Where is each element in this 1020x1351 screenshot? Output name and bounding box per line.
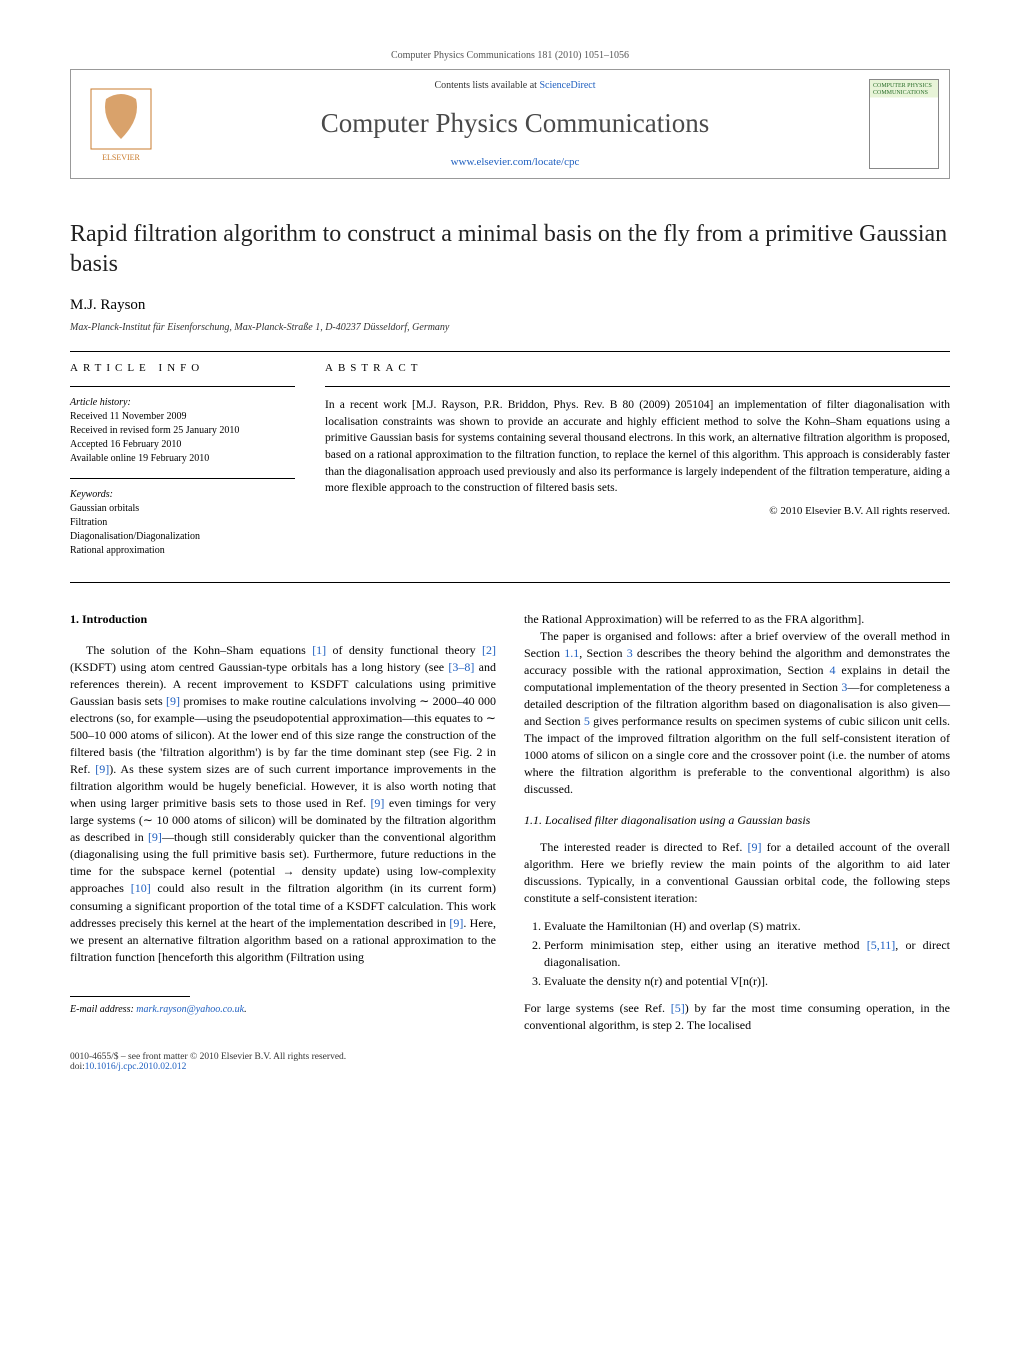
paragraph: The paper is organised and follows: afte… (524, 628, 950, 798)
svg-text:ELSEVIER: ELSEVIER (102, 153, 140, 162)
text: (KSDFT) using atom centred Gaussian-type… (70, 660, 448, 674)
divider (70, 478, 295, 479)
divider (70, 386, 295, 387)
contents-line: Contents lists available at ScienceDirec… (171, 80, 859, 91)
list-item: Evaluate the Hamiltonian (H) and overlap… (544, 918, 950, 935)
email-link[interactable]: mark.rayson@yahoo.co.uk (136, 1004, 244, 1015)
abstract-text: In a recent work [M.J. Rayson, P.R. Brid… (325, 397, 950, 497)
citation-link[interactable]: [2] (482, 643, 496, 657)
paragraph: the Rational Approximation) will be refe… (524, 611, 950, 628)
author-name: M.J. Rayson (70, 297, 950, 314)
journal-url-link[interactable]: www.elsevier.com/locate/cpc (451, 156, 580, 168)
steps-list: Evaluate the Hamiltonian (H) and overlap… (544, 918, 950, 990)
citation-link[interactable]: [9] (370, 796, 384, 810)
text: The solution of the Kohn–Sham equations (86, 643, 312, 657)
email-footnote: E-mail address: mark.rayson@yahoo.co.uk. (70, 1003, 496, 1017)
contents-prefix: Contents lists available at (434, 80, 539, 91)
history-line: Received 11 November 2009 (70, 410, 295, 424)
list-item: Perform minimisation step, either using … (544, 937, 950, 971)
citation-link[interactable]: [9] (148, 830, 162, 844)
citation-link[interactable]: [3–8] (448, 660, 474, 674)
divider (70, 582, 950, 583)
elsevier-logo: ELSEVIER (71, 70, 171, 178)
journal-cover: COMPUTER PHYSICS COMMUNICATIONS (859, 70, 949, 178)
text: of density functional theory (326, 643, 482, 657)
doi-label: doi: (70, 1062, 85, 1072)
issn-line: 0010-4655/$ – see front matter © 2010 El… (70, 1052, 950, 1062)
divider (325, 386, 950, 387)
journal-citation: Computer Physics Communications 181 (201… (70, 50, 950, 61)
footnote-rule (70, 996, 190, 997)
email-label: E-mail address: (70, 1004, 136, 1015)
journal-header-box: ELSEVIER Contents lists available at Sci… (70, 69, 950, 179)
text: Perform minimisation step, either using … (544, 938, 867, 952)
article-title: Rapid filtration algorithm to construct … (70, 219, 950, 279)
history-line: Available online 19 February 2010 (70, 452, 295, 466)
citation-link[interactable]: [5] (671, 1001, 685, 1015)
section-heading: 1. Introduction (70, 611, 496, 628)
keywords-label: Keywords: (70, 489, 295, 500)
right-column: the Rational Approximation) will be refe… (524, 611, 950, 1034)
header-center: Contents lists available at ScienceDirec… (171, 70, 859, 178)
journal-url-line: www.elsevier.com/locate/cpc (171, 156, 859, 168)
citation-link[interactable]: [9] (166, 694, 180, 708)
keywords-block: Keywords: Gaussian orbitals Filtration D… (70, 489, 295, 558)
history-label: Article history: (70, 397, 295, 408)
sciencedirect-link[interactable]: ScienceDirect (539, 80, 595, 91)
doi-line: doi:10.1016/j.cpc.2010.02.012 (70, 1062, 950, 1072)
keyword: Rational approximation (70, 544, 295, 558)
article-info-column: ARTICLE INFO Article history: Received 1… (70, 362, 295, 570)
journal-title: Computer Physics Communications (171, 108, 859, 139)
text: For large systems (see Ref. (524, 1001, 671, 1015)
body-columns: 1. Introduction The solution of the Kohn… (70, 611, 950, 1034)
article-history-block: Article history: Received 11 November 20… (70, 397, 295, 466)
history-line: Accepted 16 February 2010 (70, 438, 295, 452)
keyword: Filtration (70, 516, 295, 530)
page-footer: 0010-4655/$ – see front matter © 2010 El… (70, 1052, 950, 1072)
keyword: Gaussian orbitals (70, 502, 295, 516)
citation-link[interactable]: [10] (131, 881, 151, 895)
paragraph: The interested reader is directed to Ref… (524, 839, 950, 907)
section-link[interactable]: 1.1 (564, 646, 579, 660)
doi-link[interactable]: 10.1016/j.cpc.2010.02.012 (85, 1062, 187, 1072)
author-affiliation: Max-Planck-Institut für Eisenforschung, … (70, 322, 950, 333)
history-line: Received in revised form 25 January 2010 (70, 424, 295, 438)
divider (70, 351, 950, 352)
abstract-copyright: © 2010 Elsevier B.V. All rights reserved… (325, 505, 950, 517)
article-info-heading: ARTICLE INFO (70, 362, 295, 374)
citation-link[interactable]: [9] (95, 762, 109, 776)
abstract-heading: ABSTRACT (325, 362, 950, 374)
cover-thumbnail: COMPUTER PHYSICS COMMUNICATIONS (869, 79, 939, 169)
subsection-heading: 1.1. Localised filter diagonalisation us… (524, 812, 950, 829)
paragraph: For large systems (see Ref. [5]) by far … (524, 1000, 950, 1034)
citation-link[interactable]: [5,11] (867, 938, 896, 952)
citation-link[interactable]: [1] (312, 643, 326, 657)
text: , Section (579, 646, 626, 660)
list-item: Evaluate the density n(r) and potential … (544, 973, 950, 990)
email-suffix: . (244, 1004, 247, 1015)
paragraph: The solution of the Kohn–Sham equations … (70, 642, 496, 966)
text: The interested reader is directed to Ref… (540, 840, 748, 854)
left-column: 1. Introduction The solution of the Kohn… (70, 611, 496, 1034)
citation-link[interactable]: [9] (748, 840, 762, 854)
abstract-column: ABSTRACT In a recent work [M.J. Rayson, … (325, 362, 950, 570)
citation-link[interactable]: [9] (449, 916, 463, 930)
info-abstract-row: ARTICLE INFO Article history: Received 1… (70, 362, 950, 570)
keyword: Diagonalisation/Diagonalization (70, 530, 295, 544)
